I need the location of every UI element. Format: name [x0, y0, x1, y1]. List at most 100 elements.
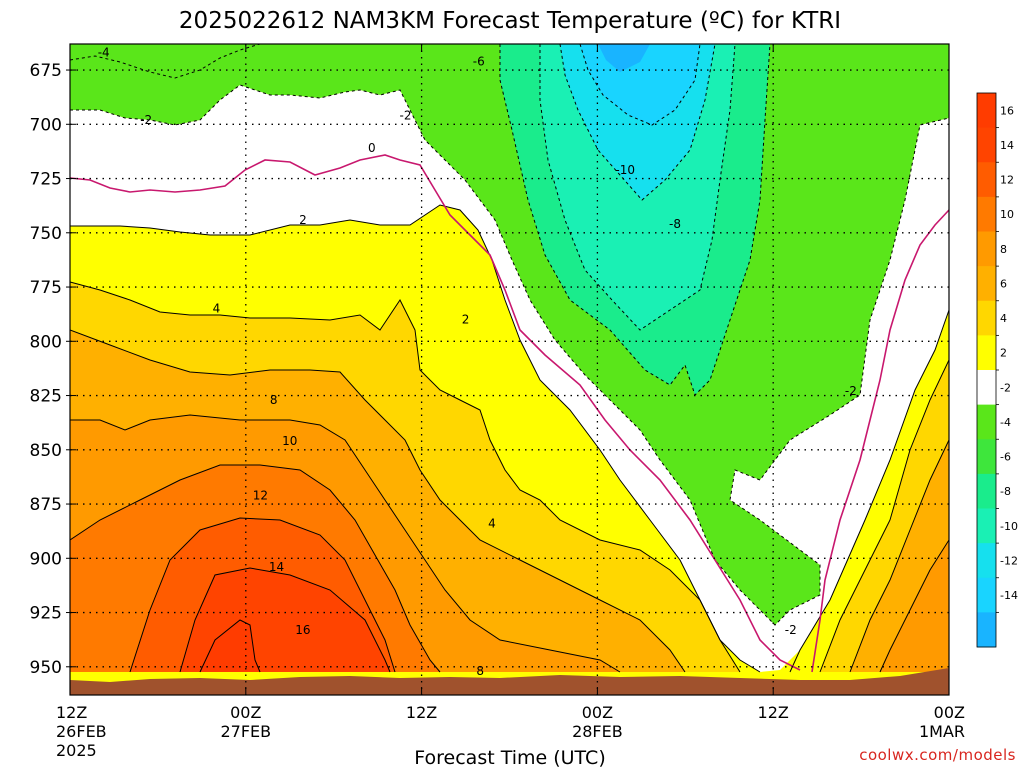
contour-8 [70, 414, 621, 673]
colorbar-label: 14 [1000, 139, 1014, 152]
x-axis-label: Forecast Time (UTC) [414, 747, 605, 768]
contour-lines [70, 204, 949, 673]
freezing-line [70, 154, 949, 673]
x-tick-date: 26FEB [56, 722, 107, 741]
colorbar-label: -14 [1000, 589, 1018, 602]
contour-minus-12 [579, 44, 701, 126]
pressure-axis: 675 700 725 750 775 800 825 850 875 900 925 950 [30, 61, 76, 678]
contour-label: 8 [476, 664, 484, 678]
contour-label: -4 [98, 46, 110, 60]
colorbar-swatch [977, 162, 996, 198]
contour-4-late [819, 359, 949, 673]
freezing-line-late [811, 209, 949, 673]
contour-minus-10 [559, 44, 716, 201]
colorbar-label: -10 [1000, 520, 1018, 533]
colorbar-swatch [977, 404, 996, 440]
colorbar-label: -4 [1000, 416, 1011, 429]
contour-6 [70, 329, 686, 673]
temperature-field [70, 44, 949, 695]
x-tick-date: 1MAR [919, 722, 965, 741]
contour-label: -2 [400, 109, 412, 123]
contour-label: -8 [669, 217, 681, 231]
contour-minus-2 [70, 84, 949, 626]
x-tick-label: 12Z [406, 703, 437, 722]
band-late-8-to-10 [880, 540, 949, 672]
terrain [70, 668, 949, 695]
contour-8-late [879, 539, 949, 673]
contour-label: 0 [368, 141, 376, 155]
band-minus-2-to-2 [70, 85, 949, 672]
colorbar-swatch [977, 196, 996, 232]
x-tick-label: 12Z [56, 703, 87, 722]
y-tick-label: 875 [30, 495, 62, 515]
contour-label: 10 [282, 434, 297, 448]
contour-12 [129, 517, 396, 673]
contour-label: -6 [473, 54, 485, 68]
y-tick-label: 925 [30, 604, 62, 624]
contour-label: 14 [269, 560, 284, 574]
band-below-minus-14 [598, 44, 650, 72]
y-tick-label: 950 [30, 658, 62, 678]
contour-labels: -4 -6 -2 -2 0 -10 -8 2 4 2 -2 8 10 12 4 14 -2 8 16 [98, 46, 857, 678]
y-tick-label: 675 [30, 61, 62, 81]
y-tick-label: 825 [30, 387, 62, 407]
contour-label: -2 [845, 384, 857, 398]
colorbar-swatch [977, 93, 996, 129]
colorbar-label: 4 [1000, 312, 1007, 325]
x-tick-label: 00Z [230, 703, 261, 722]
contour-label: -10 [615, 163, 635, 177]
plot-frame [69, 43, 950, 696]
contour-minus-6 [499, 44, 771, 396]
grid [70, 44, 949, 695]
colorbar-label: -8 [1000, 485, 1011, 498]
contour-14 [179, 567, 391, 673]
colorbar-label: 12 [1000, 174, 1014, 187]
colorbar-swatch [977, 231, 996, 267]
colorbar-swatch [977, 439, 996, 475]
x-tick-year: 2025 [56, 741, 97, 760]
colorbar-swatch [977, 127, 996, 163]
contour-10 [70, 464, 441, 673]
colorbar-swatch [977, 335, 996, 371]
contour-label: 2 [462, 313, 470, 327]
contour-label: 2 [299, 213, 307, 227]
colorbar-swatch [977, 577, 996, 613]
x-tick-date: 28FEB [572, 722, 623, 741]
y-tick-label: 725 [30, 170, 62, 190]
contour-label: 4 [213, 302, 221, 316]
colorbar-label: -12 [1000, 554, 1018, 567]
colorbar-swatch [977, 612, 996, 648]
contour-2-late [789, 309, 949, 673]
chart-title: 2025022612 NAM3KM Forecast Temperature (… [179, 8, 841, 34]
negative-contour-lines [70, 44, 949, 626]
contour-label: -2 [140, 113, 152, 127]
contour-6-late [849, 439, 949, 673]
colorbar-swatch [977, 266, 996, 302]
colorbar-swatch [977, 508, 996, 544]
contour-label: 8 [270, 393, 278, 407]
freezing-line-main [70, 154, 801, 671]
credit-text: coolwx.com/models [859, 746, 1016, 764]
contour-minus-8 [539, 44, 736, 331]
contour-label: -2 [785, 623, 797, 637]
contour-2 [70, 204, 761, 673]
y-tick-label: 775 [30, 278, 62, 298]
contour-16 [199, 619, 261, 673]
x-tick-label: 00Z [582, 703, 613, 722]
colorbar-label: 8 [1000, 243, 1007, 256]
band-16-plus [200, 620, 260, 672]
colorbar-swatch [977, 543, 996, 579]
colorbar: 16 14 12 10 8 6 4 2 -2 -4 -6 -8 -10 -12 -14 [976, 92, 1018, 648]
colorbar-swatch [977, 473, 996, 509]
colorbar-swatch [977, 370, 996, 406]
colorbar-label: 6 [1000, 277, 1007, 290]
colorbar-label: 16 [1000, 104, 1014, 117]
y-tick-label: 700 [30, 115, 62, 135]
band-minus-12-to-minus-14 [580, 44, 700, 125]
colorbar-label: -6 [1000, 451, 1011, 464]
x-tick-date: 27FEB [220, 722, 271, 741]
contour-label: 4 [488, 517, 496, 531]
contour-label: 16 [295, 623, 310, 637]
colorbar-swatch [977, 300, 996, 336]
